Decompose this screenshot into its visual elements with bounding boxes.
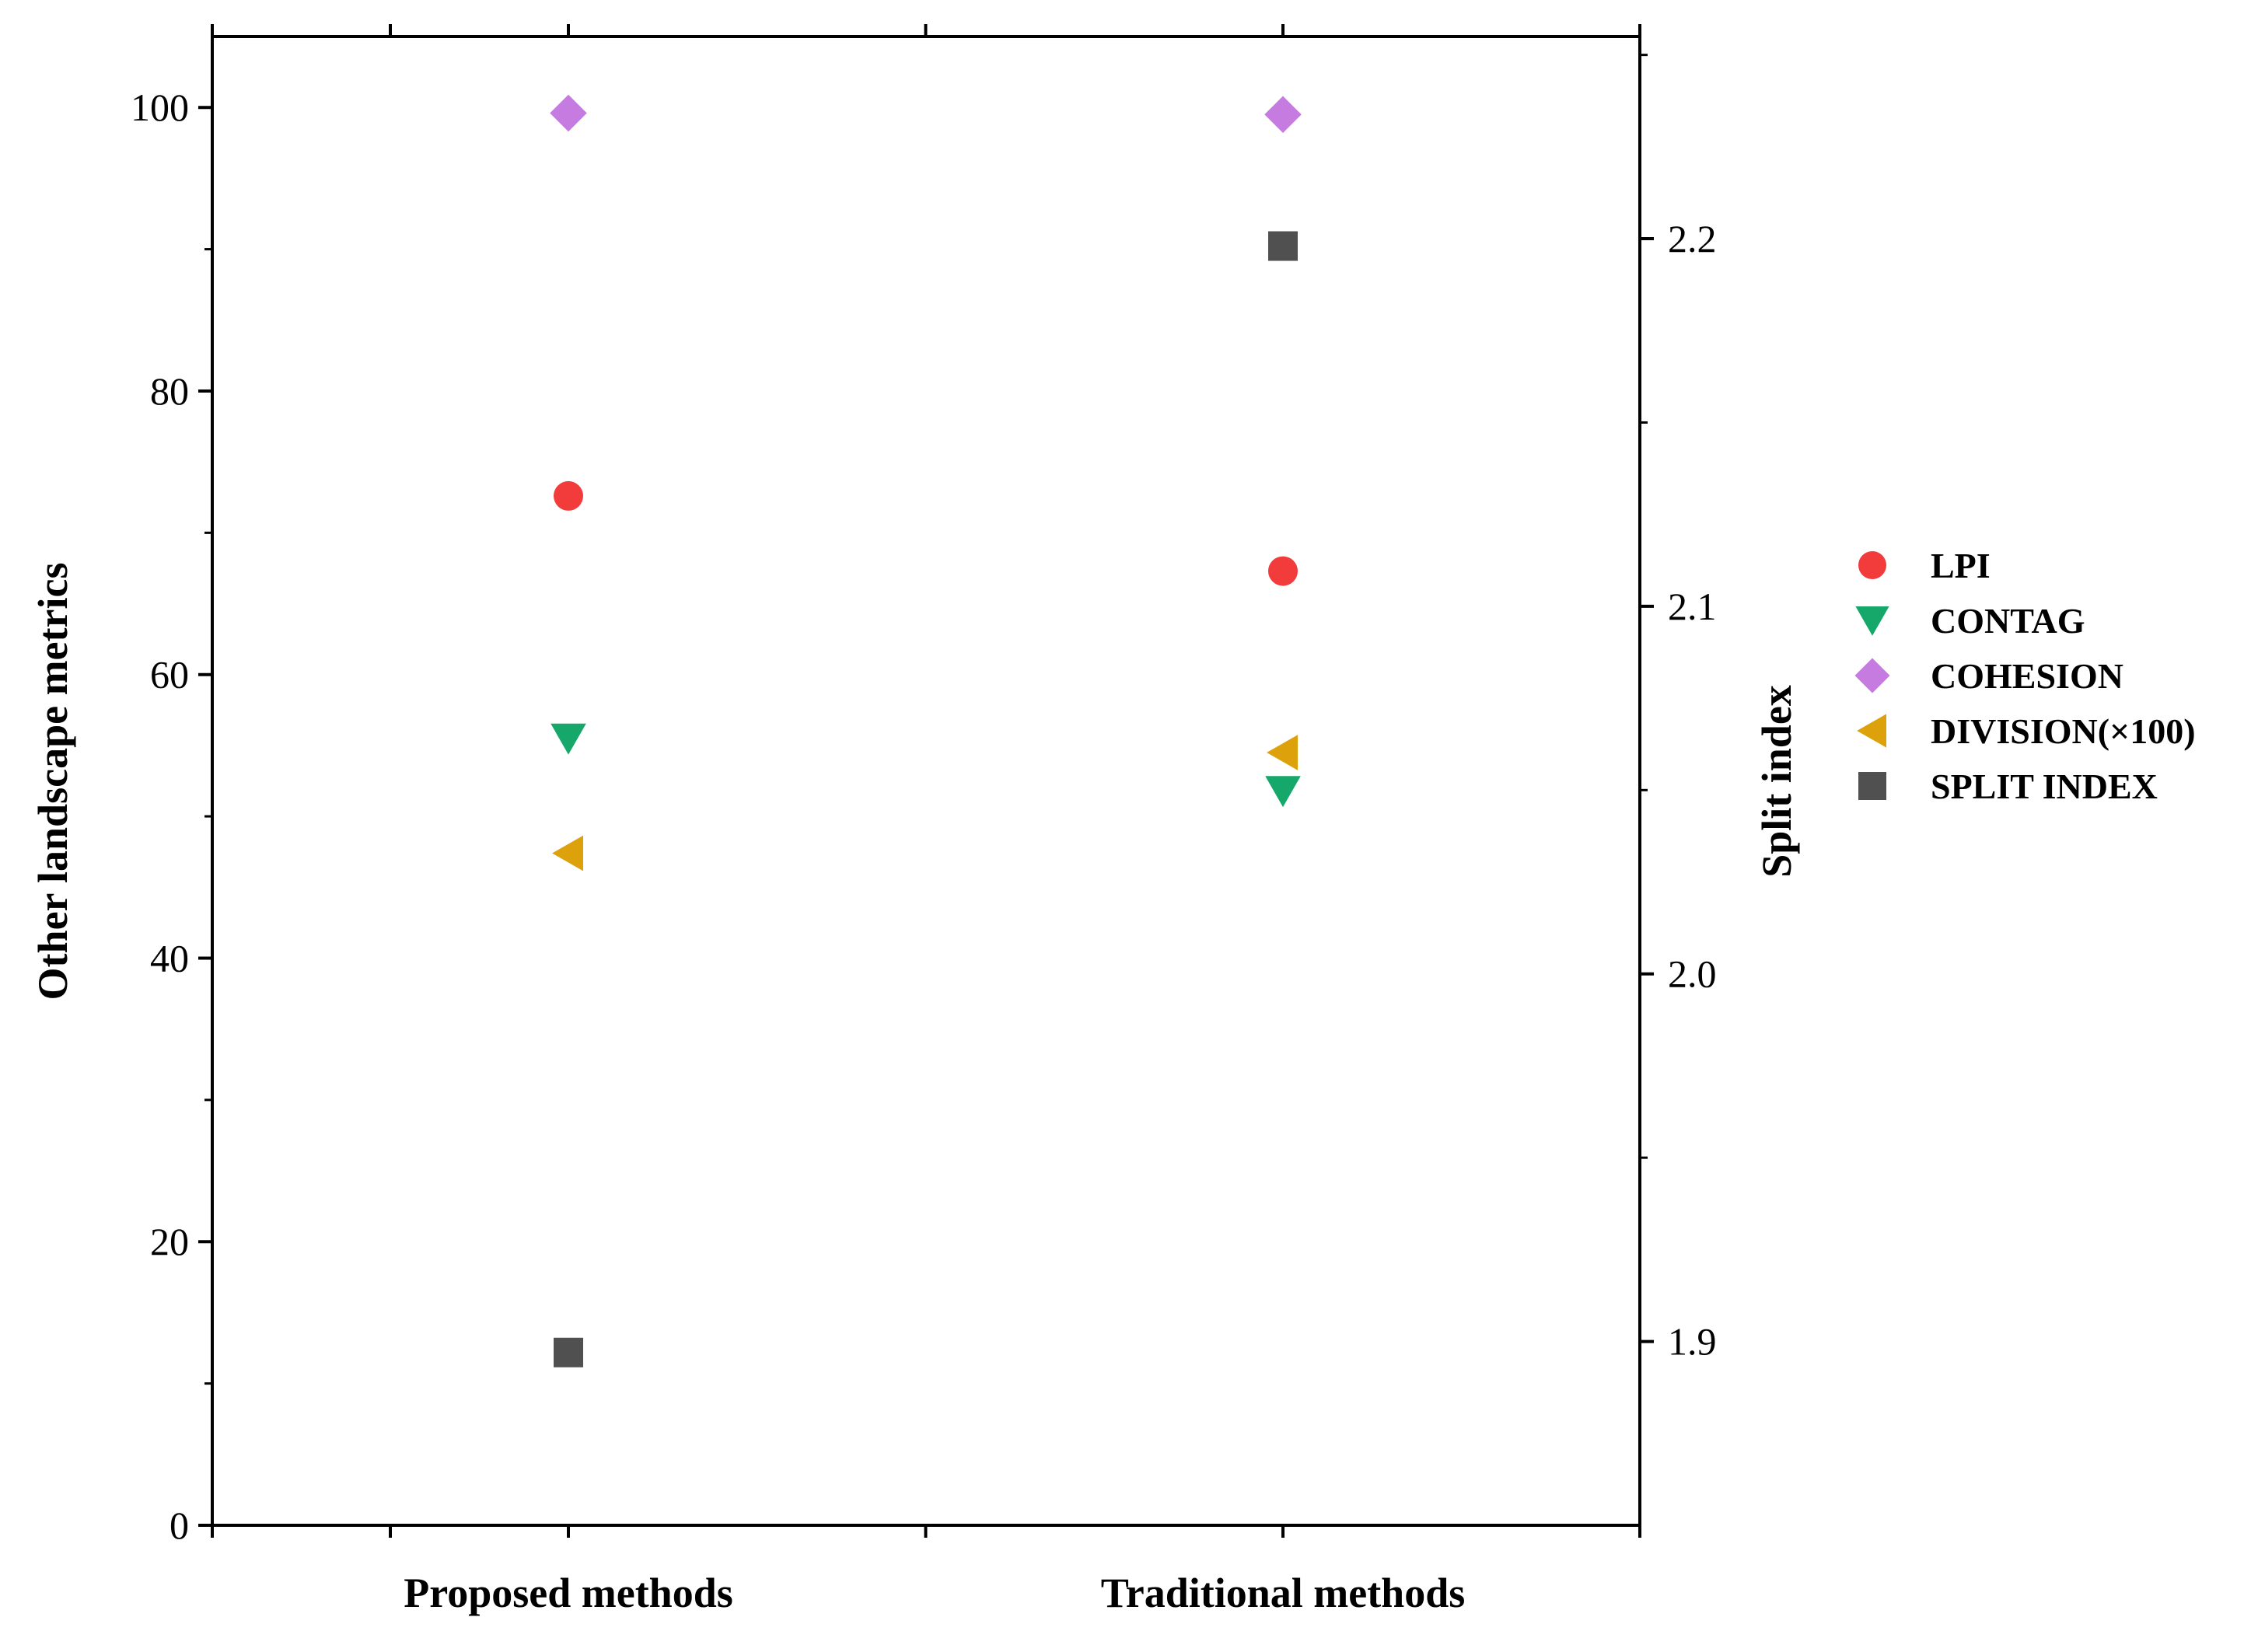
contag-point bbox=[1265, 776, 1301, 808]
legend-marker-split-index bbox=[1858, 772, 1886, 800]
y-left-tick-label: 40 bbox=[150, 936, 189, 980]
cohesion-point bbox=[1264, 96, 1302, 134]
data-markers bbox=[550, 94, 1302, 1367]
left-axis-ticks: 0 20 40 60 80 100 bbox=[131, 86, 212, 1547]
division-100-point bbox=[552, 835, 583, 871]
right-axis-ticks: 1.9 2.0 2.1 2.2 bbox=[1640, 54, 1717, 1364]
legend-label-lpi: LPI bbox=[1931, 546, 1991, 585]
legend-marker-cohesion bbox=[1854, 658, 1890, 693]
split-index-point bbox=[1268, 231, 1298, 261]
legend-marker-lpi bbox=[1858, 551, 1886, 579]
y-right-tick-label: 1.9 bbox=[1668, 1320, 1717, 1364]
legend-label-division-100: DIVISION(×100) bbox=[1931, 711, 2196, 751]
lpi-point bbox=[554, 480, 583, 511]
y-left-tick-label: 0 bbox=[170, 1504, 189, 1547]
x-category-label: Proposed methods bbox=[404, 1570, 733, 1616]
legend-marker-division-100 bbox=[1857, 714, 1886, 748]
y-left-tick-label: 80 bbox=[150, 369, 189, 413]
division-100-point bbox=[1267, 735, 1298, 770]
legend: LPI CONTAG COHESION DIVISION(×100) SPLIT IND… bbox=[1854, 546, 2196, 806]
x-axis-ticks: Proposed methods Traditional methods bbox=[211, 24, 1641, 1616]
y-left-tick-label: 60 bbox=[150, 653, 189, 697]
legend-label-cohesion: COHESION bbox=[1931, 656, 2123, 696]
contag-point bbox=[551, 723, 586, 755]
y-right-tick-label: 2.1 bbox=[1668, 585, 1717, 628]
plot-frame bbox=[211, 35, 1641, 1527]
split-index-point bbox=[554, 1337, 583, 1367]
legend-label-contag: CONTAG bbox=[1931, 601, 2085, 641]
y-right-axis-title: Split index bbox=[1753, 685, 1800, 878]
lpi-point bbox=[1268, 556, 1298, 586]
y-left-tick-label: 100 bbox=[131, 86, 189, 129]
y-left-axis-title: Other landscape metrics bbox=[30, 563, 76, 1001]
y-left-tick-label: 20 bbox=[150, 1220, 189, 1263]
cohesion-point bbox=[550, 94, 587, 132]
y-right-tick-label: 2.0 bbox=[1668, 952, 1717, 996]
legend-marker-contag bbox=[1855, 606, 1889, 636]
x-category-label: Traditional methods bbox=[1101, 1570, 1466, 1616]
legend-label-split-index: SPLIT INDEX bbox=[1931, 767, 2158, 806]
y-right-tick-label: 2.2 bbox=[1668, 217, 1717, 260]
